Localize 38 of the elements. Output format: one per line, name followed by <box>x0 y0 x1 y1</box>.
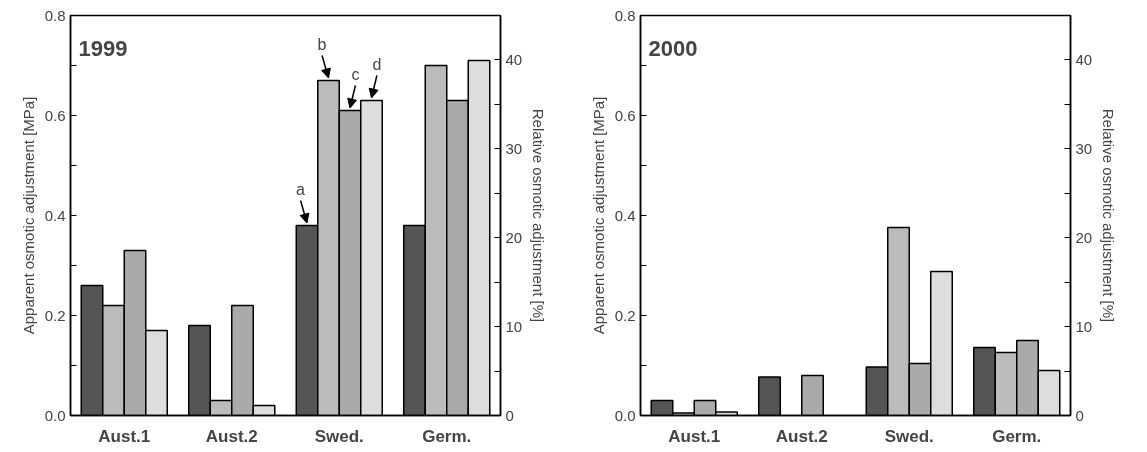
y-tick-label: 0.2 <box>614 306 636 324</box>
x-tick-label: Germ. <box>992 426 1042 446</box>
y2-tick-label: 10 <box>1075 317 1093 335</box>
y2-tick-label: 0 <box>505 406 514 424</box>
x-tick-label: Aust.2 <box>775 426 828 446</box>
annotation: b <box>317 36 327 53</box>
y2-tick-label: 20 <box>505 228 523 246</box>
annotation: c <box>351 66 360 83</box>
y2-tick-label: 30 <box>1075 139 1093 157</box>
y-tick-label: 0.0 <box>614 406 636 424</box>
text: 2000 <box>648 35 698 61</box>
y2-axis-title: Relative osmotic adjustment [%] <box>1100 108 1118 323</box>
y2-tick-label: 10 <box>505 317 523 335</box>
x-tick-label: Aust.1 <box>98 426 151 446</box>
y-axis-title: Apparent osmotic adjustment [MPa] <box>589 96 607 335</box>
annotation: a <box>296 181 306 198</box>
y-tick-label: 0.6 <box>44 106 66 124</box>
y2-tick-label: 40 <box>505 50 523 68</box>
x-tick-label: Aust.2 <box>205 426 258 446</box>
x-tick-label: Germ. <box>422 426 472 446</box>
y2-tick-label: 0 <box>1075 406 1084 424</box>
annotation: d <box>372 56 382 73</box>
y-tick-label: 0.0 <box>44 406 66 424</box>
x-tick-label: Swed. <box>884 426 934 446</box>
y-tick-label: 0.2 <box>44 306 66 324</box>
y-tick-label: 0.4 <box>614 206 636 224</box>
y-axis-title: Apparent osmotic adjustment [MPa] <box>19 96 37 335</box>
x-tick-label: Swed. <box>314 426 364 446</box>
y2-tick-label: 30 <box>505 139 523 157</box>
y-tick-label: 0.6 <box>614 106 636 124</box>
y-tick-label: 0.8 <box>614 6 636 24</box>
text: 1999 <box>78 35 128 61</box>
y2-tick-label: 40 <box>1075 50 1093 68</box>
y2-axis-title: Relative osmotic adjustment [%] <box>530 108 548 323</box>
y-tick-label: 0.8 <box>44 6 66 24</box>
x-tick-label: Aust.1 <box>668 426 721 446</box>
y-tick-label: 0.4 <box>44 206 66 224</box>
y2-tick-label: 20 <box>1075 228 1093 246</box>
